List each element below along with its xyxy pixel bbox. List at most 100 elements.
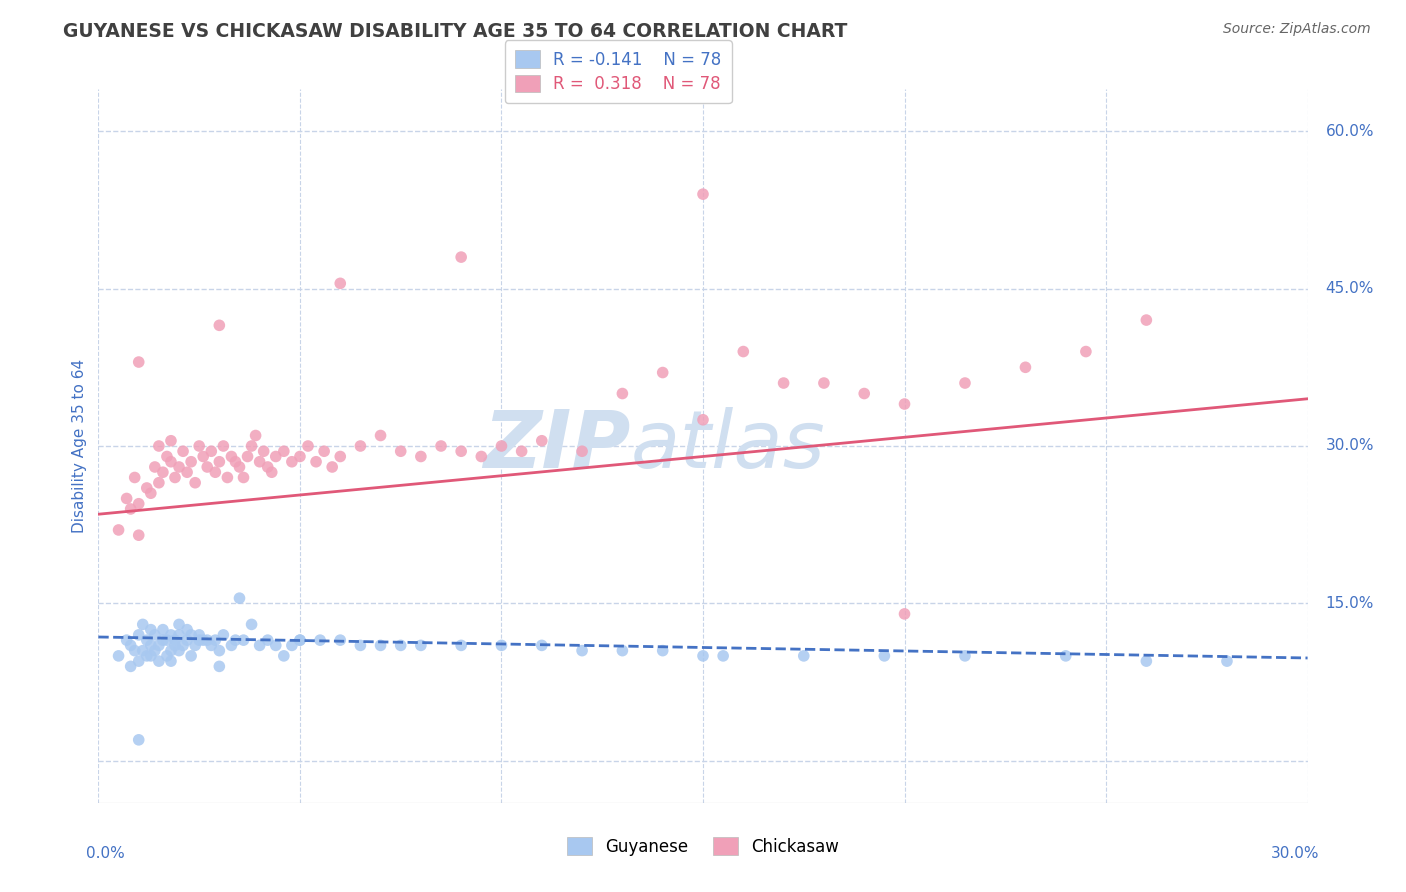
Point bbox=[221, 450, 243, 464]
Point bbox=[167, 628, 190, 642]
Point bbox=[120, 502, 142, 516]
Point bbox=[132, 643, 155, 657]
Point bbox=[180, 648, 202, 663]
Point bbox=[612, 643, 634, 657]
Legend: Guyanese, Chickasaw: Guyanese, Chickasaw bbox=[560, 830, 846, 863]
Point bbox=[1074, 344, 1097, 359]
Text: ZIP: ZIP bbox=[484, 407, 630, 485]
Point bbox=[193, 450, 215, 464]
Point bbox=[853, 386, 876, 401]
Point bbox=[893, 397, 915, 411]
Point bbox=[120, 639, 142, 653]
Point bbox=[253, 444, 276, 458]
Point bbox=[314, 444, 336, 458]
Point bbox=[953, 376, 976, 390]
Point bbox=[232, 633, 254, 648]
Point bbox=[240, 617, 263, 632]
Point bbox=[264, 450, 287, 464]
Point bbox=[1054, 648, 1077, 663]
Point bbox=[128, 732, 150, 747]
Point bbox=[1014, 360, 1036, 375]
Point bbox=[450, 250, 472, 264]
Point bbox=[200, 444, 222, 458]
Point bbox=[135, 633, 157, 648]
Point bbox=[184, 475, 207, 490]
Point bbox=[530, 639, 553, 653]
Point bbox=[1216, 654, 1239, 668]
Point bbox=[160, 628, 183, 642]
Point bbox=[143, 643, 166, 657]
Point bbox=[651, 643, 673, 657]
Point bbox=[409, 450, 432, 464]
Point bbox=[148, 654, 170, 668]
Point bbox=[204, 633, 226, 648]
Point bbox=[1135, 313, 1157, 327]
Point bbox=[329, 277, 352, 291]
Point bbox=[163, 470, 186, 484]
Point bbox=[135, 481, 157, 495]
Text: 60.0%: 60.0% bbox=[1326, 124, 1374, 138]
Point bbox=[236, 450, 259, 464]
Point bbox=[148, 639, 170, 653]
Point bbox=[107, 523, 129, 537]
Point bbox=[115, 633, 138, 648]
Point bbox=[692, 648, 714, 663]
Point bbox=[208, 455, 231, 469]
Point bbox=[240, 439, 263, 453]
Point bbox=[160, 455, 183, 469]
Point bbox=[288, 450, 311, 464]
Point bbox=[212, 628, 235, 642]
Point bbox=[305, 455, 328, 469]
Point bbox=[212, 439, 235, 453]
Point bbox=[176, 623, 198, 637]
Text: atlas: atlas bbox=[630, 407, 825, 485]
Point bbox=[188, 633, 211, 648]
Point bbox=[309, 633, 332, 648]
Point bbox=[184, 639, 207, 653]
Point bbox=[120, 659, 142, 673]
Point bbox=[893, 607, 915, 621]
Point bbox=[143, 460, 166, 475]
Point bbox=[349, 639, 371, 653]
Point bbox=[160, 654, 183, 668]
Point bbox=[163, 633, 186, 648]
Point bbox=[167, 643, 190, 657]
Point bbox=[128, 355, 150, 369]
Point bbox=[204, 465, 226, 479]
Text: 0.0%: 0.0% bbox=[86, 846, 125, 861]
Point bbox=[143, 628, 166, 642]
Point bbox=[180, 628, 202, 642]
Point bbox=[772, 376, 794, 390]
Point bbox=[128, 528, 150, 542]
Point bbox=[692, 187, 714, 202]
Point bbox=[264, 639, 287, 653]
Point bbox=[195, 633, 218, 648]
Point bbox=[217, 470, 239, 484]
Point bbox=[152, 633, 174, 648]
Point bbox=[139, 639, 162, 653]
Point bbox=[953, 648, 976, 663]
Point bbox=[571, 643, 593, 657]
Point bbox=[176, 633, 198, 648]
Point bbox=[156, 450, 179, 464]
Point bbox=[128, 497, 150, 511]
Text: GUYANESE VS CHICKASAW DISABILITY AGE 35 TO 64 CORRELATION CHART: GUYANESE VS CHICKASAW DISABILITY AGE 35 … bbox=[63, 22, 848, 41]
Point bbox=[1135, 654, 1157, 668]
Point bbox=[180, 455, 202, 469]
Point bbox=[260, 465, 283, 479]
Point bbox=[148, 439, 170, 453]
Text: 30.0%: 30.0% bbox=[1326, 439, 1374, 453]
Point bbox=[692, 413, 714, 427]
Point bbox=[200, 639, 222, 653]
Point bbox=[156, 648, 179, 663]
Point bbox=[711, 648, 734, 663]
Point bbox=[172, 639, 194, 653]
Point bbox=[571, 444, 593, 458]
Text: 45.0%: 45.0% bbox=[1326, 281, 1374, 296]
Point bbox=[224, 633, 246, 648]
Point bbox=[450, 639, 472, 653]
Text: 15.0%: 15.0% bbox=[1326, 596, 1374, 611]
Point bbox=[124, 470, 146, 484]
Point bbox=[228, 591, 250, 606]
Point bbox=[135, 648, 157, 663]
